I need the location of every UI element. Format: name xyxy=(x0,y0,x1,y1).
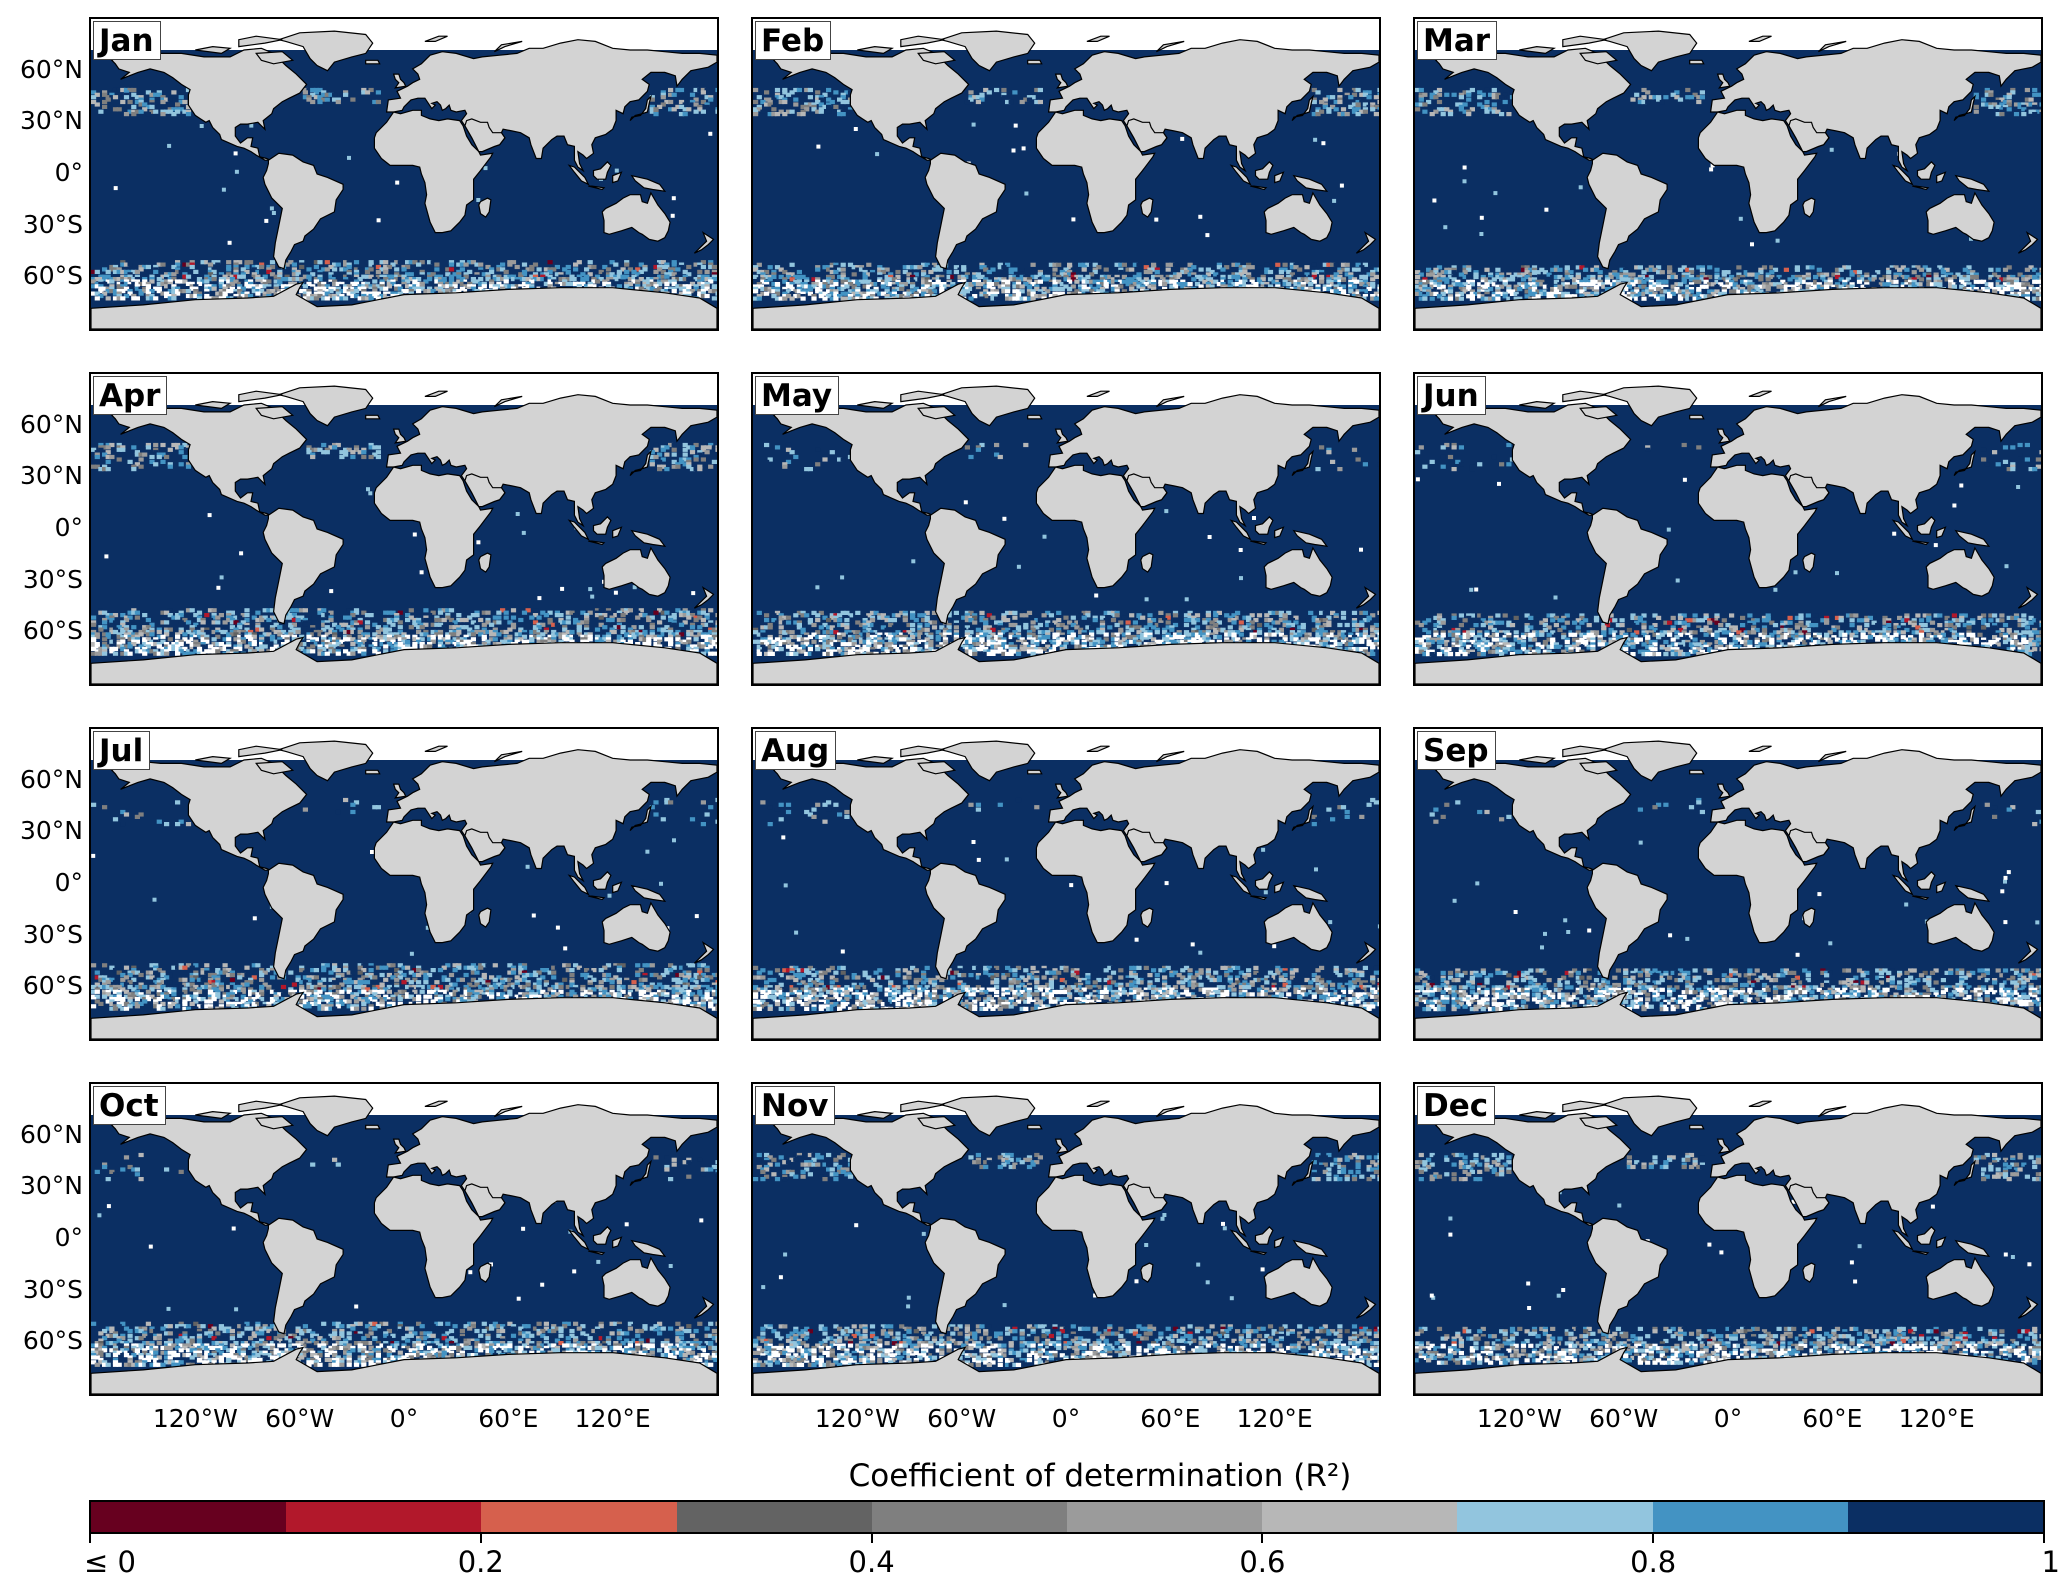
world-map xyxy=(1415,374,2041,684)
latitude-tick-label: 30°N xyxy=(19,816,83,846)
map-panel-oct: Oct xyxy=(89,1082,719,1396)
latitude-tick-label: 60°N xyxy=(19,1119,83,1149)
longitude-tick-label: 120°W xyxy=(814,1404,900,1433)
colorbar-title: Coefficient of determination (R²) xyxy=(848,1458,1352,1494)
latitude-tick-label: 0° xyxy=(54,158,83,187)
month-label: Jan xyxy=(93,21,161,60)
world-map xyxy=(753,1084,1379,1394)
latitude-tick-label: 0° xyxy=(54,868,83,897)
latitude-tick-label: 30°S xyxy=(22,919,83,949)
colorbar-segment xyxy=(91,1502,287,1532)
month-label: Aug xyxy=(755,731,837,770)
map-panel-may: May xyxy=(751,372,1381,686)
map-panel-dec: Dec xyxy=(1413,1082,2043,1396)
colorbar xyxy=(89,1500,2045,1534)
latitude-tick-label: 60°S xyxy=(22,261,83,291)
longitude-tick-label: 120°E xyxy=(1236,1404,1313,1433)
map-panel-apr: Apr xyxy=(89,372,719,686)
map-panel-feb: Feb xyxy=(751,17,1381,331)
month-label: Mar xyxy=(1417,21,1498,60)
colorbar-tick xyxy=(479,1534,482,1543)
longitude-tick-label: 60°E xyxy=(1140,1404,1201,1433)
colorbar-segment xyxy=(676,1502,872,1532)
colorbar-tick-label: 1 xyxy=(2041,1545,2060,1579)
colorbar-tick xyxy=(870,1534,873,1543)
month-label: May xyxy=(755,376,840,415)
latitude-tick-label: 60°N xyxy=(19,409,83,439)
latitude-tick-label: 30°N xyxy=(19,106,83,136)
month-label: Feb xyxy=(755,21,832,60)
latitude-tick-label: 60°N xyxy=(19,764,83,794)
colorbar-tick-label: 0.2 xyxy=(457,1545,504,1579)
colorbar-segment xyxy=(1652,1502,1848,1532)
map-panel-jun: Jun xyxy=(1413,372,2043,686)
month-label: Jun xyxy=(1417,376,1486,415)
longitude-tick-label: 0° xyxy=(389,1404,419,1433)
colorbar-segment xyxy=(1457,1502,1653,1532)
colorbar-segment xyxy=(481,1502,677,1532)
world-map xyxy=(91,729,717,1039)
colorbar-tick xyxy=(2043,1534,2045,1543)
longitude-tick-label: 60°W xyxy=(927,1404,997,1433)
world-map xyxy=(753,729,1379,1039)
world-map xyxy=(91,374,717,684)
latitude-tick-label: 0° xyxy=(54,513,83,542)
colorbar-tick xyxy=(1652,1534,1655,1543)
latitude-tick-label: 30°N xyxy=(19,461,83,491)
month-label: Sep xyxy=(1417,731,1496,770)
world-map xyxy=(91,19,717,329)
world-map xyxy=(1415,1084,2041,1394)
colorbar-tick-label: ≤ 0 xyxy=(84,1545,136,1579)
latitude-tick-label: 30°S xyxy=(22,1274,83,1304)
month-label: Dec xyxy=(1417,1086,1496,1125)
month-label: Nov xyxy=(755,1086,836,1125)
map-panel-mar: Mar xyxy=(1413,17,2043,331)
colorbar-tick xyxy=(1261,1534,1264,1543)
longitude-tick-label: 60°E xyxy=(1802,1404,1863,1433)
colorbar-tick-label: 0.6 xyxy=(1239,1545,1286,1579)
longitude-tick-label: 0° xyxy=(1051,1404,1081,1433)
latitude-tick-label: 30°N xyxy=(19,1171,83,1201)
latitude-tick-label: 60°N xyxy=(19,54,83,84)
longitude-tick-label: 120°E xyxy=(574,1404,651,1433)
colorbar-segment xyxy=(1847,1502,2044,1532)
colorbar-segment xyxy=(1262,1502,1458,1532)
world-map xyxy=(753,374,1379,684)
longitude-tick-label: 60°E xyxy=(478,1404,539,1433)
month-label: Jul xyxy=(93,731,151,770)
longitude-tick-label: 120°W xyxy=(1476,1404,1562,1433)
map-panel-jan: Jan xyxy=(89,17,719,331)
month-label: Apr xyxy=(93,376,168,415)
world-map xyxy=(753,19,1379,329)
colorbar-tick-label: 0.4 xyxy=(848,1545,895,1579)
longitude-tick-label: 60°W xyxy=(1589,1404,1659,1433)
latitude-tick-label: 30°S xyxy=(22,209,83,239)
world-map xyxy=(1415,729,2041,1039)
longitude-tick-label: 120°E xyxy=(1898,1404,1975,1433)
map-panel-aug: Aug xyxy=(751,727,1381,1041)
latitude-tick-label: 0° xyxy=(54,1223,83,1252)
month-label: Oct xyxy=(93,1086,166,1125)
latitude-tick-label: 60°S xyxy=(22,616,83,646)
map-panel-jul: Jul xyxy=(89,727,719,1041)
world-map xyxy=(1415,19,2041,329)
map-panel-sep: Sep xyxy=(1413,727,2043,1041)
longitude-tick-label: 60°W xyxy=(265,1404,335,1433)
colorbar-segment xyxy=(1067,1502,1263,1532)
longitude-tick-label: 0° xyxy=(1713,1404,1743,1433)
map-panel-nov: Nov xyxy=(751,1082,1381,1396)
colorbar-tick-label: 0.8 xyxy=(1630,1545,1677,1579)
colorbar-tick xyxy=(89,1534,91,1543)
longitude-tick-label: 120°W xyxy=(152,1404,238,1433)
latitude-tick-label: 30°S xyxy=(22,564,83,594)
colorbar-segment xyxy=(286,1502,482,1532)
latitude-tick-label: 60°S xyxy=(22,971,83,1001)
latitude-tick-label: 60°S xyxy=(22,1326,83,1356)
world-map xyxy=(91,1084,717,1394)
colorbar-segment xyxy=(871,1502,1068,1532)
